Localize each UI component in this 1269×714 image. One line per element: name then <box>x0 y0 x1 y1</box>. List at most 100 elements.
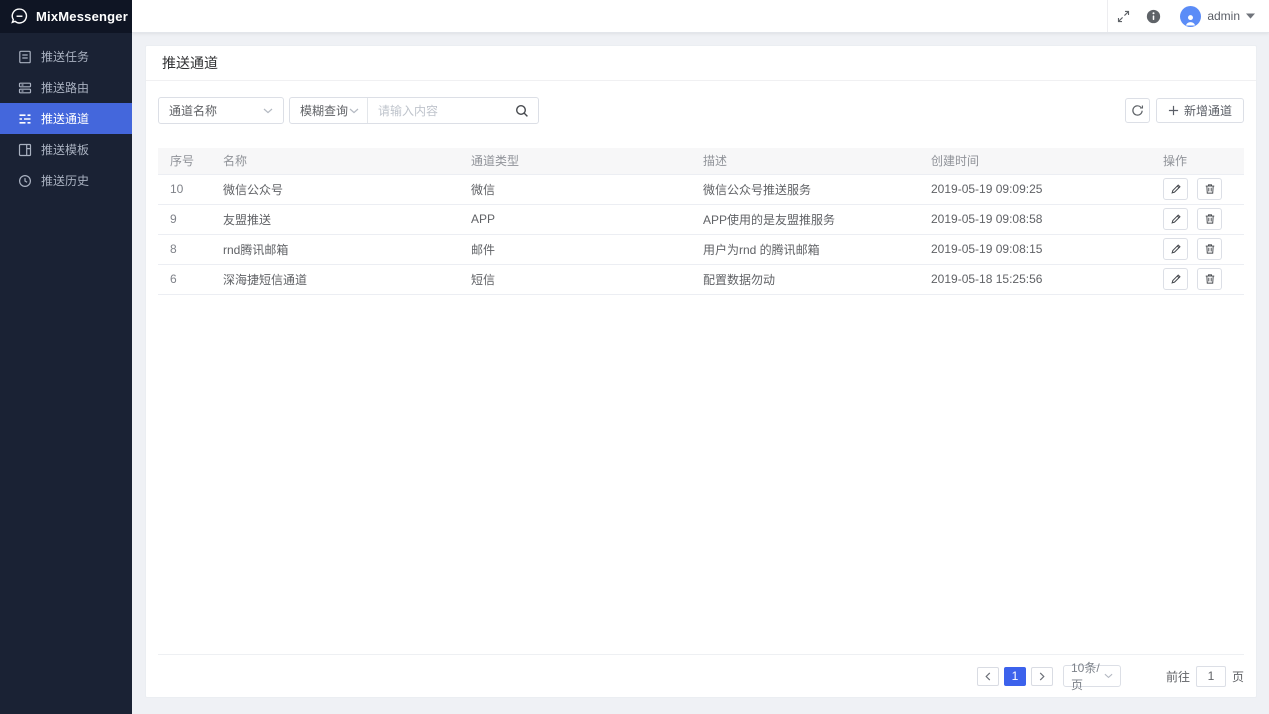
edit-button[interactable] <box>1163 178 1188 200</box>
sidebar: MixMessenger 推送任务 推送路由 推送通道 推送模板 推送历史 <box>0 0 132 714</box>
row-name: 友盟推送 <box>211 204 459 235</box>
refresh-button[interactable] <box>1124 98 1150 123</box>
row-id: 8 <box>158 234 211 265</box>
history-icon <box>18 174 32 188</box>
row-type: 短信 <box>459 264 691 295</box>
pencil-icon <box>1170 243 1182 255</box>
trash-icon <box>1204 213 1216 225</box>
sidebar-item-push-tasks[interactable]: 推送任务 <box>0 41 132 72</box>
sidebar-item-push-history[interactable]: 推送历史 <box>0 165 132 196</box>
delete-button[interactable] <box>1197 178 1223 200</box>
col-name: 名称 <box>211 148 459 175</box>
row-actions <box>1151 264 1244 295</box>
pagination: 1 10条/页 前往 页 <box>158 654 1244 697</box>
field-select[interactable]: 通道名称 <box>158 97 284 124</box>
plus-icon <box>1168 105 1179 116</box>
row-type: APP <box>459 204 691 235</box>
goto-page-input[interactable] <box>1195 665 1226 687</box>
row-desc: 用户为rnd 的腾讯邮箱 <box>691 234 919 265</box>
edit-button[interactable] <box>1163 268 1188 290</box>
add-channel-button[interactable]: 新增通道 <box>1155 98 1244 123</box>
filter-toolbar: 通道名称 模糊查询 <box>158 97 1244 124</box>
main-area: admin 推送通道 通道名称 <box>132 0 1269 714</box>
col-type: 通道类型 <box>459 148 691 175</box>
page-size-select[interactable]: 10条/页 <box>1062 661 1121 692</box>
goto-unit-label: 页 <box>1231 669 1244 684</box>
route-icon <box>18 81 32 95</box>
edit-button[interactable] <box>1163 238 1188 260</box>
chevron-down-icon <box>1104 673 1113 679</box>
match-select[interactable]: 模糊查询 <box>290 98 368 123</box>
pencil-icon <box>1170 213 1182 225</box>
delete-button[interactable] <box>1197 268 1223 290</box>
col-created: 创建时间 <box>919 148 1151 175</box>
chevron-left-icon <box>985 671 991 681</box>
row-created: 2019-05-18 15:25:56 <box>919 264 1151 295</box>
add-channel-label: 新增通道 <box>1183 104 1232 118</box>
sidebar-item-push-routes[interactable]: 推送路由 <box>0 72 132 103</box>
topbar-divider <box>1107 0 1109 32</box>
username: admin <box>1207 9 1240 23</box>
pencil-icon <box>1170 273 1182 285</box>
field-select-value: 通道名称 <box>169 104 218 118</box>
tasks-icon <box>18 50 32 64</box>
row-name: rnd腾讯邮箱 <box>211 234 459 265</box>
content-area: 推送通道 通道名称 模糊查询 <box>132 33 1269 714</box>
row-id: 10 <box>158 174 211 205</box>
page-number-1[interactable]: 1 <box>1003 666 1026 686</box>
row-created: 2019-05-19 09:09:25 <box>919 174 1151 205</box>
prev-page-button[interactable] <box>976 666 999 686</box>
row-name: 深海捷短信通道 <box>211 264 459 295</box>
table-row: 8 rnd腾讯邮箱 邮件 用户为rnd 的腾讯邮箱 2019-05-19 09:… <box>158 234 1244 265</box>
sidebar-item-push-channels[interactable]: 推送通道 <box>0 103 132 134</box>
chevron-right-icon <box>1039 671 1045 681</box>
template-icon <box>18 143 32 157</box>
chat-bubble-icon <box>10 7 29 26</box>
trash-icon <box>1204 243 1216 255</box>
chevron-down-icon <box>263 108 273 114</box>
user-menu[interactable]: admin <box>1168 5 1269 27</box>
refresh-icon <box>1131 104 1144 117</box>
goto-label: 前往 <box>1165 669 1190 684</box>
toolbar-actions: 新增通道 <box>1124 98 1244 123</box>
row-actions <box>1151 234 1244 265</box>
channels-icon <box>18 112 32 126</box>
row-actions <box>1151 174 1244 205</box>
avatar <box>1180 5 1202 27</box>
row-desc: 配置数据勿动 <box>691 264 919 295</box>
next-page-button[interactable] <box>1030 666 1053 686</box>
row-id: 9 <box>158 204 211 235</box>
search-input[interactable] <box>368 103 511 118</box>
search-icon <box>515 104 529 118</box>
pencil-icon <box>1170 183 1182 195</box>
table-row: 10 微信公众号 微信 微信公众号推送服务 2019-05-19 09:09:2… <box>158 174 1244 205</box>
app-title: MixMessenger <box>36 9 128 24</box>
row-desc: APP使用的是友盟推服务 <box>691 204 919 235</box>
channels-card: 推送通道 通道名称 模糊查询 <box>145 45 1257 698</box>
sidebar-item-push-templates[interactable]: 推送模板 <box>0 134 132 165</box>
row-desc: 微信公众号推送服务 <box>691 174 919 205</box>
col-desc: 描述 <box>691 148 919 175</box>
match-select-value: 模糊查询 <box>300 104 349 118</box>
row-type: 邮件 <box>459 234 691 265</box>
delete-button[interactable] <box>1197 238 1223 260</box>
search-button[interactable] <box>511 104 538 118</box>
fullscreen-button[interactable] <box>1108 0 1138 33</box>
topbar: admin <box>132 0 1269 33</box>
row-actions <box>1151 204 1244 235</box>
table-row: 6 深海捷短信通道 短信 配置数据勿动 2019-05-18 15:25:56 <box>158 264 1244 295</box>
trash-icon <box>1204 273 1216 285</box>
edit-button[interactable] <box>1163 208 1188 230</box>
page-size-value: 10条/页 <box>1070 661 1100 692</box>
sidebar-menu: 推送任务 推送路由 推送通道 推送模板 推送历史 <box>0 33 132 196</box>
row-id: 6 <box>158 264 211 295</box>
page-title: 推送通道 <box>162 55 218 71</box>
search-group: 模糊查询 <box>289 97 539 124</box>
col-id: 序号 <box>158 148 211 175</box>
channels-table: 序号 名称 通道类型 描述 创建时间 操作 10 微信公众号 微信 微信公众号推… <box>158 148 1244 654</box>
info-button[interactable] <box>1138 0 1168 33</box>
delete-button[interactable] <box>1197 208 1223 230</box>
fullscreen-icon <box>1117 10 1130 23</box>
table-header-row: 序号 名称 通道类型 描述 创建时间 操作 <box>158 148 1244 175</box>
row-name: 微信公众号 <box>211 174 459 205</box>
